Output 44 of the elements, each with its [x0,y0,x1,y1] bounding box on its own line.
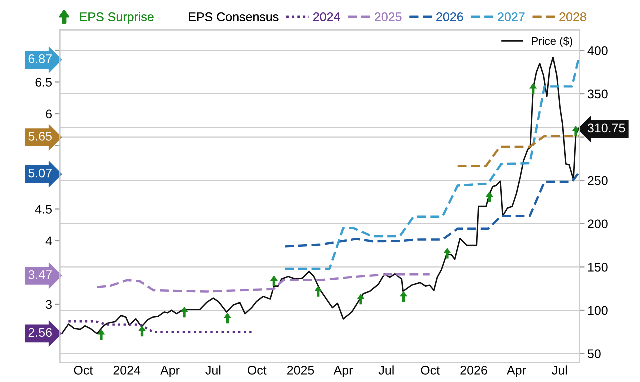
legend-label: 2026 [436,12,464,22]
x-tick-label: Oct [248,366,267,375]
legend-label: Price ($) [532,36,572,48]
y-tick-label: 6 [46,110,52,119]
line-series [96,274,431,293]
x-tick-label: Apr [507,366,526,378]
x-tick-label: Apr [160,366,180,378]
x-tick-label: Jul [378,366,394,375]
y-tick-label: 3 [46,300,52,310]
y-tick-label: 4.5 [35,205,52,214]
y2-tick-label: 310.75 [588,124,626,133]
legend-label: EPS Surprise [80,12,154,24]
point [270,276,278,286]
y-tick-label: 4 [46,236,52,246]
y2-tick-label: 200 [588,220,608,229]
x-tick-label: 2026 [460,366,488,375]
line-series [284,172,580,248]
legend-label: 2028 [560,12,586,22]
y-tick-label: 2.56 [28,328,52,338]
x-tick-label: Oct [74,366,94,375]
y2-tick-label: 350 [588,90,608,99]
x-tick-label: Jul [206,366,221,375]
x-tick-label: Jul [552,366,568,375]
legend-title: EPS Consensus [189,12,279,22]
y-tick-label: 6.87 [28,54,52,64]
y2-tick-label: 400 [588,46,608,56]
point [486,192,494,202]
legend-label: 2024 [314,12,340,22]
legend-label: 2027 [498,12,525,22]
y-tick-label: 3.47 [28,270,52,280]
y2-tick-label: 150 [588,263,608,272]
legend-label: 2025 [375,12,402,22]
y-tick-label: 6.5 [36,78,52,87]
x-tick-label: Oct [421,366,440,375]
line-series [284,58,580,270]
x-tick-label: 2025 [288,366,314,375]
point [314,286,322,297]
y2-tick-label: 100 [588,306,608,316]
y-tick-label: 5.65 [28,132,52,141]
y2-tick-label: 50 [588,350,601,358]
y2-tick-label: 250 [588,176,608,186]
y-tick-label: 5.07 [28,168,52,178]
x-tick-label: Apr [334,366,354,378]
x-tick-label: 2024 [114,366,141,375]
